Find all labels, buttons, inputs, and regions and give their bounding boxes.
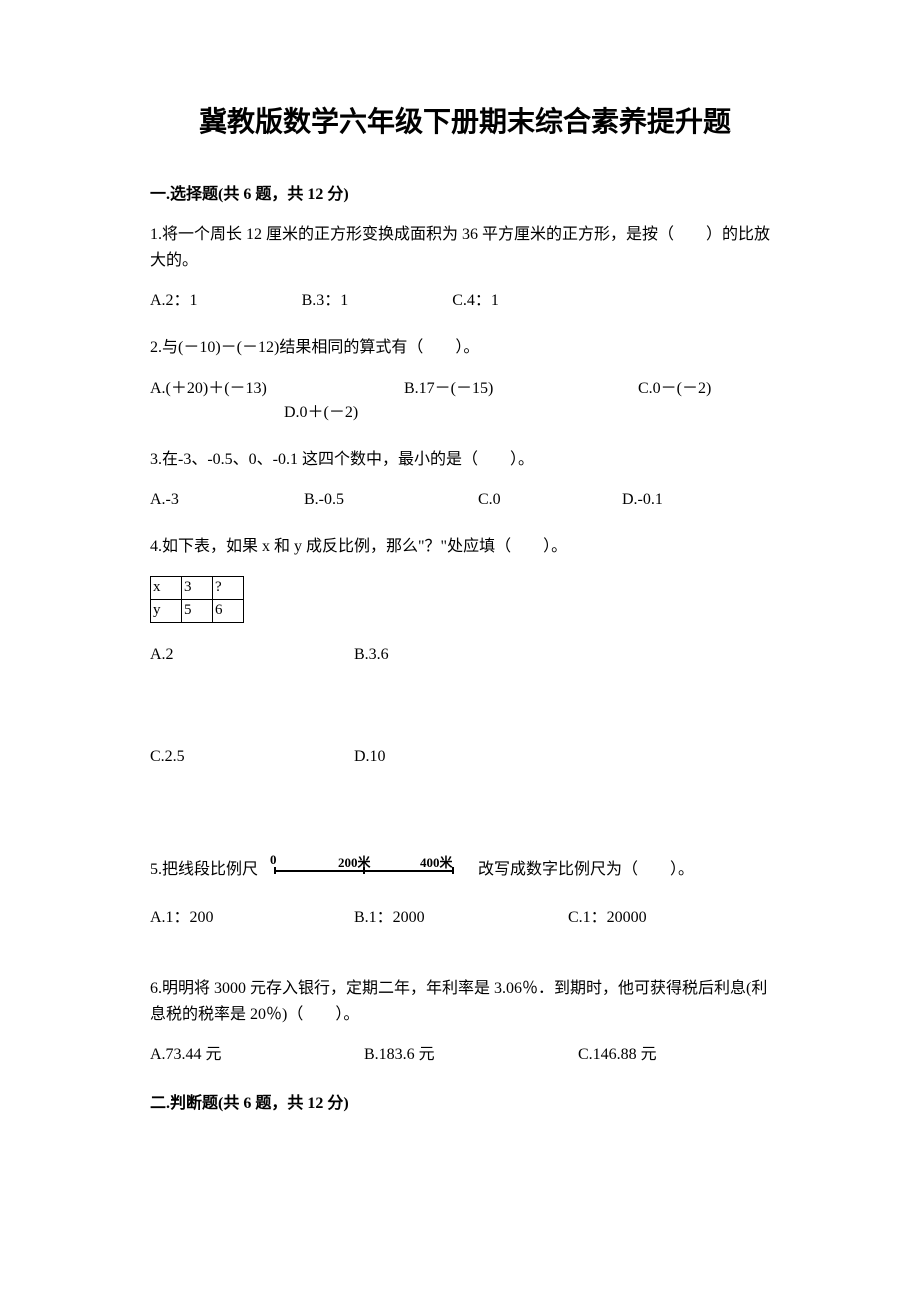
question-6-options: A.73.44 元 B.183.6 元 C.146.88 元 — [150, 1043, 780, 1067]
q4-option-d: D.10 — [354, 745, 554, 769]
q4-option-c: C.2.5 — [150, 745, 350, 769]
q6-option-a: A.73.44 元 — [150, 1043, 360, 1067]
question-5-text: 5.把线段比例尺 0 200米 400米 改写成数字比例尺为（ ）。 — [150, 855, 780, 884]
q1-option-c: C.4：1 — [452, 289, 499, 313]
question-5-options: A.1：200 B.1：2000 C.1：20000 — [150, 906, 780, 930]
question-4-text: 4.如下表，如果 x 和 y 成反比例，那么"？"处应填（ ）。 — [150, 534, 780, 560]
question-1-text: 1.将一个周长 12 厘米的正方形变换成面积为 36 平方厘米的正方形，是按（ … — [150, 222, 780, 273]
q5-option-a: A.1：200 — [150, 906, 350, 930]
section-2-header: 二.判断题(共 6 题，共 12 分) — [150, 1089, 780, 1113]
question-4-table: x 3 ? y 5 6 — [150, 576, 244, 623]
q4-option-b: B.3.6 — [354, 643, 554, 667]
page-title: 冀教版数学六年级下册期末综合素养提升题 — [150, 100, 780, 140]
scale-label-2: 400米 — [420, 852, 453, 871]
scale-ruler-icon: 0 200米 400米 — [268, 856, 468, 884]
table-row: x 3 ? — [151, 576, 244, 599]
q2-option-b: B.17－(－15) — [404, 377, 634, 401]
table-cell: x — [151, 576, 182, 599]
question-3-options: A.-3 B.-0.5 C.0 D.-0.1 — [150, 488, 780, 512]
table-cell: 6 — [213, 599, 244, 622]
q5-text-pre: 5.把线段比例尺 — [150, 861, 258, 878]
table-cell: 3 — [182, 576, 213, 599]
q2-option-a: A.(＋20)＋(－13) — [150, 377, 400, 401]
question-2-text: 2.与(－10)－(－12)结果相同的算式有（ ）。 — [150, 335, 780, 361]
q2-option-d: D.0＋(－2) — [284, 404, 358, 421]
question-1-options: A.2：1 B.3：1 C.4：1 — [150, 289, 780, 313]
q1-option-a: A.2：1 — [150, 289, 198, 313]
q3-option-d: D.-0.1 — [622, 491, 663, 508]
table-row: y 5 6 — [151, 599, 244, 622]
question-6-text: 6.明明将 3000 元存入银行，定期二年，年利率是 3.06％．到期时，他可获… — [150, 976, 780, 1027]
q6-option-b: B.183.6 元 — [364, 1043, 574, 1067]
table-cell: 5 — [182, 599, 213, 622]
q4-option-a: A.2 — [150, 643, 350, 667]
q3-option-c: C.0 — [478, 488, 618, 512]
scale-bar — [274, 870, 454, 878]
q5-option-b: B.1：2000 — [354, 906, 564, 930]
question-2-options: A.(＋20)＋(－13) B.17－(－15) C.0－(－2) D.0＋(－… — [150, 377, 780, 425]
q3-option-a: A.-3 — [150, 488, 300, 512]
q1-option-b: B.3：1 — [302, 289, 349, 313]
q2-option-c: C.0－(－2) — [638, 380, 711, 397]
q3-option-b: B.-0.5 — [304, 488, 474, 512]
q6-option-c: C.146.88 元 — [578, 1046, 657, 1063]
q5-option-c: C.1：20000 — [568, 909, 647, 926]
question-3-text: 3.在-3、-0.5、0、-0.1 这四个数中，最小的是（ ）。 — [150, 447, 780, 473]
scale-label-1: 200米 — [338, 852, 371, 871]
table-cell: y — [151, 599, 182, 622]
section-1-header: 一.选择题(共 6 题，共 12 分) — [150, 180, 780, 204]
table-cell: ? — [213, 576, 244, 599]
scale-label-0: 0 — [270, 852, 277, 868]
document-page: 冀教版数学六年级下册期末综合素养提升题 一.选择题(共 6 题，共 12 分) … — [0, 0, 920, 1191]
question-4-options: A.2 B.3.6 C.2.5 D.10 — [150, 643, 780, 809]
q5-text-post: 改写成数字比例尺为（ ）。 — [478, 861, 694, 878]
